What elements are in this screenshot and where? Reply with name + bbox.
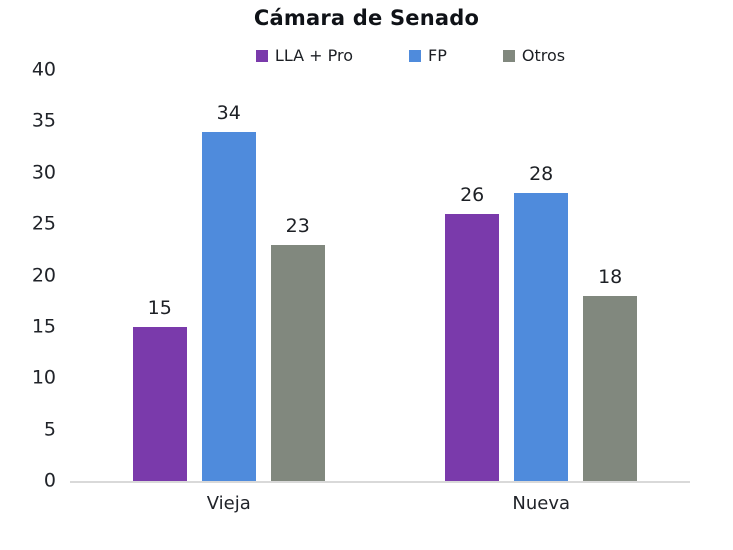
bar-value-label: 15 <box>147 296 172 319</box>
y-tick-label: 10 <box>31 366 56 389</box>
bar <box>270 244 325 481</box>
x-axis: Vieja Nueva <box>70 493 690 519</box>
bar-value-label: 18 <box>598 266 623 289</box>
y-tick-label: 25 <box>31 212 56 235</box>
bar-value-label: 28 <box>529 163 554 186</box>
y-tick-label: 20 <box>31 264 56 286</box>
bar-cell: 34 <box>201 101 256 481</box>
legend-item: LLA + Pro <box>255 46 354 65</box>
x-category-label: Nueva <box>512 493 571 514</box>
bar-group: 26 28 18 <box>445 163 638 481</box>
legend-swatch-icon <box>502 49 515 62</box>
legend-label: Otros <box>521 46 566 65</box>
bar <box>132 326 187 481</box>
y-axis: 0 5 10 15 20 25 30 35 40 <box>0 60 56 490</box>
bar-group: 15 34 23 <box>132 101 325 481</box>
y-tick-label: 30 <box>31 161 56 184</box>
chart-title: Cámara de Senado <box>253 6 480 30</box>
legend-label: FP <box>428 46 447 65</box>
legend-label: LLA + Pro <box>274 46 354 65</box>
bar-cell: 28 <box>514 163 569 481</box>
bar <box>514 193 569 481</box>
bar <box>201 131 256 481</box>
legend-item: Otros <box>502 46 566 65</box>
bar <box>445 213 500 481</box>
bar-cell: 23 <box>270 214 325 481</box>
bar-value-label: 34 <box>216 101 241 124</box>
x-category-label: Vieja <box>206 493 251 514</box>
bar-value-label: 23 <box>285 214 310 237</box>
plot-area: 15 34 23 26 28 18 <box>70 70 690 483</box>
bar-cell: 18 <box>583 266 638 481</box>
chart-legend: LLA + Pro FP Otros <box>44 46 733 65</box>
bar-cell: 26 <box>445 183 500 481</box>
legend-swatch-icon <box>255 49 268 62</box>
bar-cell: 15 <box>132 296 187 481</box>
y-tick-label: 15 <box>31 315 56 338</box>
legend-item: FP <box>409 46 447 65</box>
bar-value-label: 26 <box>460 183 485 206</box>
y-tick-label: 40 <box>31 58 56 81</box>
y-tick-label: 5 <box>43 418 56 441</box>
y-tick-label: 0 <box>43 469 56 492</box>
bar <box>583 296 638 481</box>
y-tick-label: 35 <box>31 109 56 132</box>
legend-swatch-icon <box>409 49 422 62</box>
